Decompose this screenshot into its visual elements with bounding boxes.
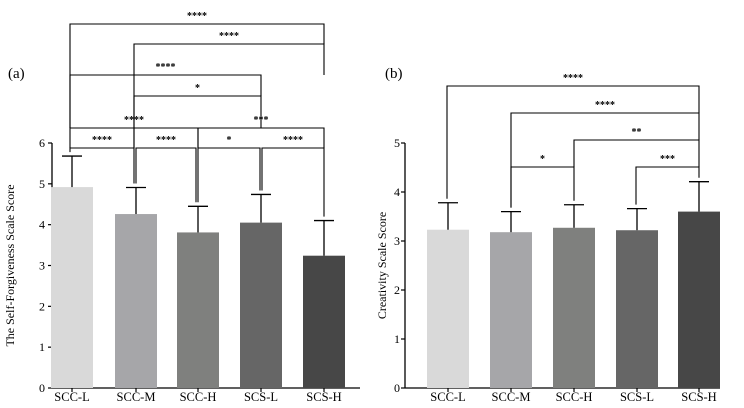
panel-a-significance-bracket	[69, 74, 262, 128]
panel-b-significance-label: **	[632, 127, 642, 138]
panel-a-y-axis-title: The Self-Forgiveness Scale Score	[3, 184, 17, 346]
panel-b-y-tick-label: 0	[394, 381, 400, 395]
panel-a-chart: (a) The Self-Forgiveness Scale Score 0 1 2 3 4…	[3, 11, 360, 404]
panel-a-bar-scc-h	[177, 232, 219, 388]
panel-a-significance-bracket	[69, 23, 325, 128]
panel-b-y-tick-label: 4	[394, 185, 400, 199]
panel-a-category-label: SCC-H	[180, 390, 217, 404]
panel-b-label: (b)	[385, 66, 403, 82]
panel-a-bar-scs-h	[303, 255, 345, 388]
panel-b-y-tick-label: 3	[394, 234, 400, 248]
panel-a-significance-label: ****	[219, 31, 239, 42]
panel-a-significance-bracket	[261, 147, 325, 217]
panel-b-bar-scs-h	[678, 211, 720, 388]
panel-a-y-tick-label: 5	[39, 177, 45, 191]
panel-b-bar-scs-l	[616, 230, 658, 388]
panel-a-y-tick-label: 2	[39, 299, 45, 313]
panel-b-bar-scc-l	[427, 229, 469, 388]
panel-b-category-label: SCS-L	[620, 390, 654, 404]
panel-b-bar-scc-m	[490, 232, 532, 388]
panel-a-bar-scs-l	[240, 222, 282, 388]
panel-b-significance-bracket	[510, 166, 575, 208]
panel-a-y-tick-label: 6	[39, 136, 45, 150]
panel-b-significance-bracket	[635, 166, 700, 205]
panel-a-significance-label: ****	[156, 135, 176, 146]
panel-b-y-axis-title: Creativity Scale Score	[375, 212, 389, 319]
panel-a-significance-label: ****	[283, 135, 303, 146]
panel-a-y-tick-label: 1	[39, 340, 45, 354]
panel-a-label: (a)	[8, 66, 25, 82]
panel-a-significance-label: ***	[254, 115, 269, 126]
panel-a-significance-label: *	[227, 135, 232, 146]
panel-b-significance-label: ****	[595, 100, 615, 111]
panel-b-category-label: SCC-M	[492, 390, 531, 404]
panel-a-significance-label: ****	[124, 115, 144, 126]
panel-b-category-label: SCC-L	[430, 390, 465, 404]
panel-a-category-label: SCS-L	[244, 390, 278, 404]
panel-a-significance-label: ****	[156, 62, 176, 73]
panel-a-bar-scc-m	[115, 214, 157, 388]
panel-b-significance-bracket	[573, 139, 700, 167]
panel-a-category-label: SCC-M	[117, 390, 156, 404]
panel-a-y-tick-label: 4	[39, 218, 45, 232]
panel-a-significance-bracket	[197, 127, 325, 148]
panel-b-significance-label: *	[540, 154, 545, 165]
panel-a-y-tick-label: 3	[39, 259, 45, 273]
panel-a-y-tick-label: 0	[39, 381, 45, 395]
panel-a-category-label: SCC-L	[54, 390, 89, 404]
panel-b-bar-scc-h	[553, 227, 595, 388]
panel-b-significance-bracket	[510, 112, 700, 208]
panel-b-significance-label: ***	[660, 154, 675, 165]
panel-b-chart: (b) Creativity Scale Score 0 1 2 3 4 5 SCC-L SCC-…	[375, 66, 720, 404]
panel-a-significance-label: ****	[187, 11, 207, 22]
panel-b-y-tick-label: 2	[394, 283, 400, 297]
panel-a-significance-bracket	[197, 147, 261, 203]
panel-a-significance-bracket	[135, 147, 197, 203]
panel-b-category-label: SCS-H	[681, 390, 716, 404]
panel-b-significance-bracket	[446, 85, 700, 199]
panel-b-y-tick-label: 1	[394, 332, 400, 346]
panel-a-significance-bracket	[133, 95, 262, 148]
panel-b-significance-label: ****	[563, 73, 583, 84]
panel-b-y-tick-label: 5	[394, 136, 400, 150]
panel-a-category-label: SCS-H	[306, 390, 341, 404]
panel-b-category-label: SCC-H	[556, 390, 593, 404]
panel-a-bar-scc-l	[51, 187, 93, 388]
panel-a-significance-bracket	[69, 147, 135, 184]
panel-a-significance-label: ****	[92, 135, 112, 146]
panel-a-significance-label: *	[195, 83, 200, 94]
